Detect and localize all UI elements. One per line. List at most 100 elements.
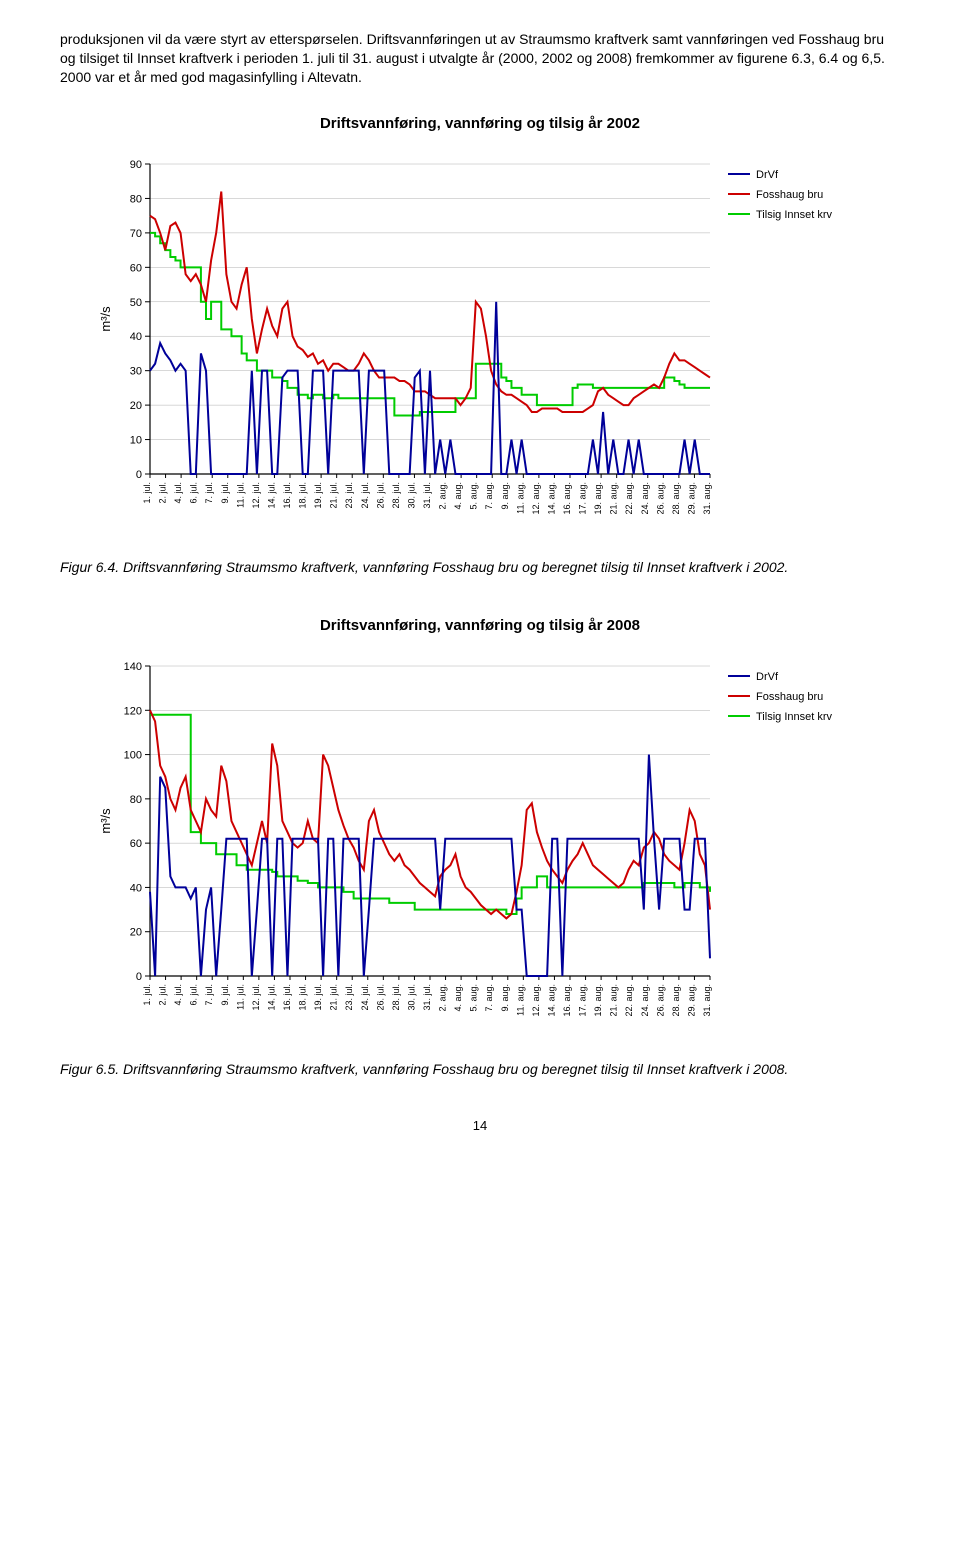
svg-text:12. jul.: 12. jul. [251, 482, 261, 509]
svg-text:7. aug.: 7. aug. [484, 984, 494, 1012]
svg-text:4. aug.: 4. aug. [453, 482, 463, 510]
caption-text: Driftsvannføring Straumsmo kraftverk, va… [123, 559, 788, 575]
svg-text:21. aug.: 21. aug. [609, 482, 619, 515]
svg-text:11. jul.: 11. jul. [235, 984, 245, 1010]
svg-text:16. jul.: 16. jul. [282, 482, 292, 509]
caption-label: Figur 6.4. [60, 559, 119, 575]
svg-text:19. aug.: 19. aug. [593, 984, 603, 1017]
svg-text:2. jul.: 2. jul. [158, 984, 168, 1006]
svg-text:28. aug.: 28. aug. [671, 482, 681, 515]
svg-text:11. aug.: 11. aug. [515, 984, 525, 1016]
svg-text:80: 80 [130, 193, 142, 205]
svg-text:2. aug.: 2. aug. [438, 482, 448, 510]
svg-text:29. aug.: 29. aug. [686, 984, 696, 1017]
svg-text:6. jul.: 6. jul. [189, 482, 199, 504]
svg-text:70: 70 [130, 228, 142, 240]
svg-text:22. aug.: 22. aug. [624, 984, 634, 1017]
svg-text:9. aug.: 9. aug. [500, 984, 510, 1012]
legend-tilsig-label: Tilsig Innset krv [756, 711, 833, 723]
svg-text:1. jul.: 1. jul. [142, 984, 152, 1006]
svg-text:4. jul.: 4. jul. [173, 482, 183, 504]
chart-title: Driftsvannføring, vannføring og tilsig å… [60, 115, 900, 132]
chart-svg: 020406080100120140m³/s1. jul.2. jul.4. j… [90, 646, 870, 1046]
svg-text:31. aug.: 31. aug. [702, 984, 712, 1017]
svg-text:19. aug.: 19. aug. [593, 482, 603, 515]
svg-text:14. aug.: 14. aug. [546, 984, 556, 1017]
svg-text:120: 120 [124, 705, 142, 717]
svg-text:140: 140 [124, 661, 142, 673]
svg-text:5. aug.: 5. aug. [469, 482, 479, 510]
svg-text:30. jul.: 30. jul. [406, 482, 416, 509]
svg-text:21. aug.: 21. aug. [609, 984, 619, 1017]
svg-text:22. aug.: 22. aug. [624, 482, 634, 515]
svg-text:23. jul.: 23. jul. [344, 482, 354, 509]
svg-text:28. jul.: 28. jul. [391, 984, 401, 1011]
svg-text:17. aug.: 17. aug. [578, 984, 588, 1017]
svg-text:7. jul.: 7. jul. [204, 984, 214, 1006]
svg-text:5. aug.: 5. aug. [469, 984, 479, 1012]
svg-text:14. aug.: 14. aug. [546, 482, 556, 515]
svg-text:2. aug.: 2. aug. [438, 984, 448, 1012]
svg-text:2. jul.: 2. jul. [158, 482, 168, 504]
svg-text:26. jul.: 26. jul. [375, 984, 385, 1011]
svg-text:12. aug.: 12. aug. [531, 984, 541, 1017]
svg-text:26. aug.: 26. aug. [655, 482, 665, 515]
svg-text:17. aug.: 17. aug. [578, 482, 588, 515]
svg-text:9. aug.: 9. aug. [500, 482, 510, 510]
legend-drvf-label: DrVf [756, 671, 779, 683]
svg-text:4. jul.: 4. jul. [173, 984, 183, 1006]
svg-text:19. jul.: 19. jul. [313, 984, 323, 1011]
svg-text:14. jul.: 14. jul. [266, 984, 276, 1011]
svg-text:7. jul.: 7. jul. [204, 482, 214, 504]
svg-text:12. jul.: 12. jul. [251, 984, 261, 1011]
svg-text:24. aug.: 24. aug. [640, 482, 650, 515]
caption-6-5: Figur 6.5. Driftsvannføring Straumsmo kr… [60, 1060, 900, 1079]
svg-text:28. jul.: 28. jul. [391, 482, 401, 509]
svg-text:18. jul.: 18. jul. [298, 482, 308, 509]
series-drvf [150, 754, 710, 975]
svg-text:30. jul.: 30. jul. [406, 984, 416, 1011]
svg-text:24. jul.: 24. jul. [360, 984, 370, 1011]
svg-text:40: 40 [130, 882, 142, 894]
svg-text:31. jul.: 31. jul. [422, 482, 432, 509]
legend-fosshaug-label: Fosshaug bru [756, 691, 823, 703]
intro-paragraph: produksjonen vil da være styrt av etters… [60, 30, 900, 87]
svg-text:14. jul.: 14. jul. [266, 482, 276, 509]
svg-text:60: 60 [130, 838, 142, 850]
svg-text:1. jul.: 1. jul. [142, 482, 152, 504]
svg-text:26. aug.: 26. aug. [655, 984, 665, 1017]
chart-title: Driftsvannføring, vannføring og tilsig å… [60, 617, 900, 634]
svg-text:90: 90 [130, 159, 142, 171]
y-axis-label: m³/s [98, 807, 113, 833]
svg-text:11. jul.: 11. jul. [235, 482, 245, 508]
svg-text:24. aug.: 24. aug. [640, 984, 650, 1017]
svg-text:40: 40 [130, 331, 142, 343]
svg-text:21. jul.: 21. jul. [329, 482, 339, 509]
legend-drvf-label: DrVf [756, 169, 779, 181]
caption-label: Figur 6.5. [60, 1061, 119, 1077]
legend-fosshaug-label: Fosshaug bru [756, 189, 823, 201]
svg-text:4. aug.: 4. aug. [453, 984, 463, 1012]
svg-text:30: 30 [130, 365, 142, 377]
y-axis-label: m³/s [98, 306, 113, 332]
svg-text:16. aug.: 16. aug. [562, 482, 572, 515]
svg-text:9. jul.: 9. jul. [220, 984, 230, 1006]
svg-text:31. aug.: 31. aug. [702, 482, 712, 515]
legend-tilsig-label: Tilsig Innset krv [756, 209, 833, 221]
caption-text: Driftsvannføring Straumsmo kraftverk, va… [123, 1061, 788, 1077]
svg-text:21. jul.: 21. jul. [329, 984, 339, 1011]
svg-text:23. jul.: 23. jul. [344, 984, 354, 1011]
svg-text:0: 0 [136, 971, 142, 983]
svg-text:24. jul.: 24. jul. [360, 482, 370, 509]
svg-text:6. jul.: 6. jul. [189, 984, 199, 1006]
svg-text:80: 80 [130, 793, 142, 805]
svg-text:10: 10 [130, 434, 142, 446]
svg-text:0: 0 [136, 469, 142, 481]
svg-text:12. aug.: 12. aug. [531, 482, 541, 515]
svg-text:26. jul.: 26. jul. [375, 482, 385, 509]
page-number: 14 [60, 1118, 900, 1133]
svg-text:29. aug.: 29. aug. [686, 482, 696, 515]
svg-text:20: 20 [130, 400, 142, 412]
svg-text:16. jul.: 16. jul. [282, 984, 292, 1011]
svg-text:28. aug.: 28. aug. [671, 984, 681, 1017]
